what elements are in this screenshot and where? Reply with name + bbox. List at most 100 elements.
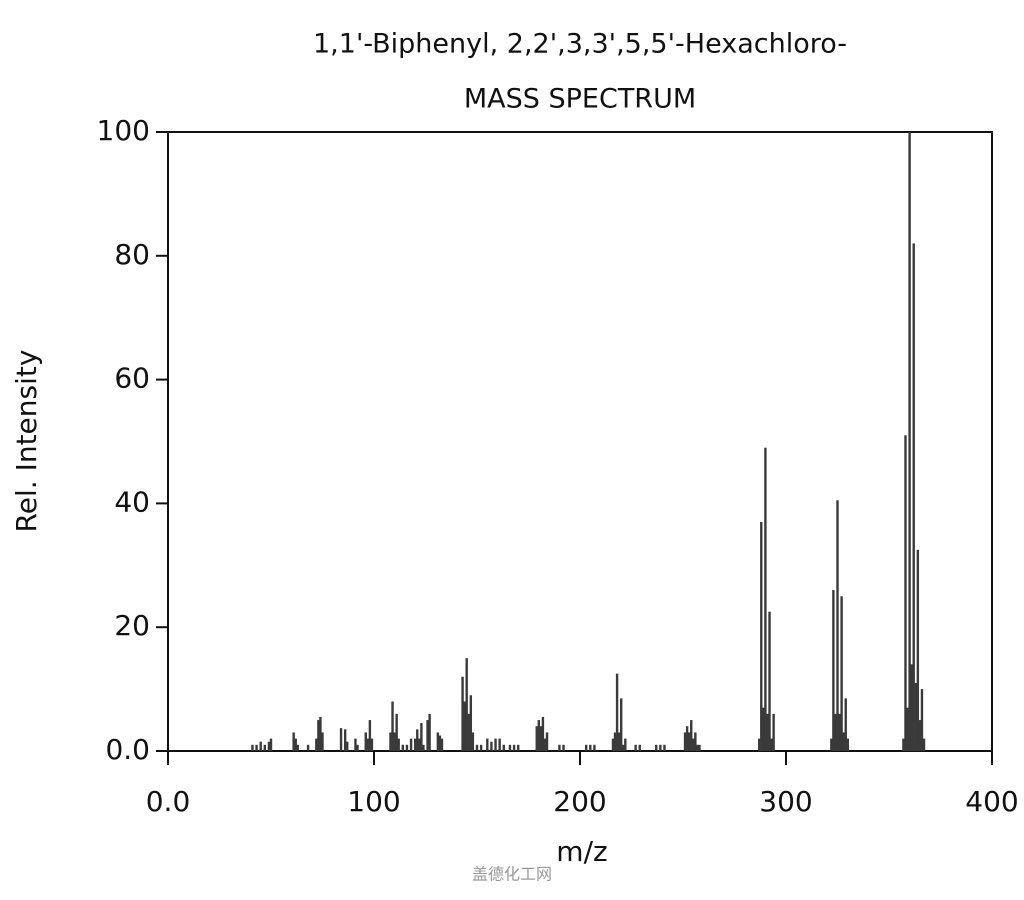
peak [687,732,691,751]
peak [498,738,501,751]
peak [762,707,765,751]
peak [844,698,847,751]
peak [517,744,520,751]
peak [259,741,262,751]
peak [663,744,666,751]
peak [908,132,911,751]
peak [694,732,697,751]
peak [902,738,905,751]
peak [840,596,843,751]
peak [620,698,623,751]
peak [494,738,497,751]
x-axis-label: m/z [556,835,607,868]
chart-title: 1,1'-Biphenyl, 2,2',3,3',5,5'-Hexachloro… [313,29,847,60]
peak [395,713,398,751]
peak [438,735,442,751]
peak [922,738,926,751]
x-tick-label: 300 [759,785,812,818]
peak [409,738,413,751]
plot-frame [167,131,993,752]
peak [346,741,349,751]
peak [368,720,372,751]
x-tick-label: 200 [553,785,606,818]
x-tick-label: 100 [347,785,400,818]
peak [263,744,267,751]
peak [317,720,320,751]
peak [321,732,324,751]
x-tick-label: 400 [965,785,1018,818]
peak [490,741,493,751]
peak [912,243,915,752]
peak [414,738,417,751]
peak [294,738,297,751]
y-tick-label: 100 [97,114,150,147]
peak [461,676,464,751]
peak [405,744,409,751]
peak [655,744,658,751]
peak [467,713,470,751]
peak [766,713,769,751]
peak [420,723,423,751]
peak [842,732,845,751]
peak [508,744,512,751]
peak [393,732,396,751]
y-tick-label: 20 [114,609,150,642]
peak [479,744,483,751]
peak [558,744,561,751]
peak [292,732,295,751]
peak [391,701,394,751]
peak [418,738,421,751]
peak [543,738,547,751]
peak [251,744,254,751]
peak [401,744,405,751]
peak [685,726,689,751]
peak [772,713,775,751]
peak [634,744,637,751]
peak [426,720,429,751]
peak [541,716,545,751]
peak [758,738,761,751]
peak [512,744,516,751]
peak [389,732,392,751]
peak [343,729,347,751]
peak [690,720,693,751]
peak [832,590,835,751]
peak [659,744,662,751]
peak [397,738,400,751]
peak [617,732,621,751]
peak [834,713,837,751]
peak [770,738,773,751]
peak [469,695,473,751]
peak [760,521,763,751]
peak [436,732,440,751]
y-axis-label: Rel. Intensity [10,350,43,533]
peak [463,701,466,751]
peak [366,738,370,751]
peak [910,664,913,751]
peak [696,744,699,751]
peak [624,738,627,751]
peak [267,741,271,751]
peak [914,682,917,751]
peak [916,549,920,751]
y-tick-label: 40 [114,485,150,518]
peak [502,744,505,751]
peak [918,720,922,751]
peak [475,744,479,751]
peak [593,744,596,751]
peak [838,713,841,751]
peak [354,738,357,751]
watermark: 盖德化工网 [472,865,552,884]
peak [269,738,273,751]
peak [589,744,592,751]
peak [768,611,771,751]
peak [698,744,701,751]
peak [904,435,907,751]
peak [906,707,909,751]
y-tick-label: 80 [114,238,150,271]
peak [535,726,538,751]
peak [846,738,849,751]
peak [465,658,468,751]
peak [537,720,540,751]
